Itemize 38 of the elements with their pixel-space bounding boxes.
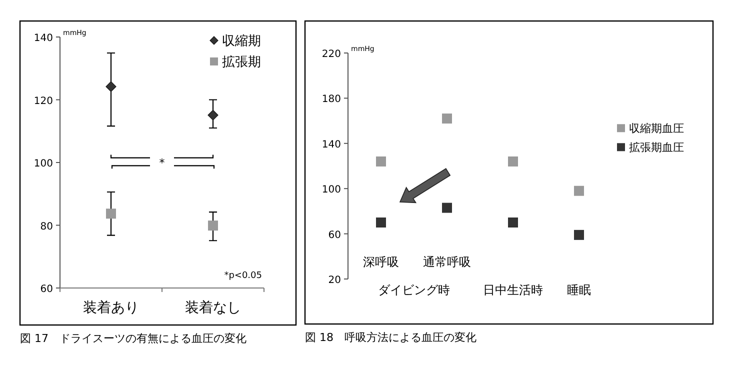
y-tick-label: 220 xyxy=(322,49,341,60)
y-tick-label: 140 xyxy=(322,139,341,150)
text: ダイビング時 xyxy=(378,283,450,297)
y-tick-label: 60 xyxy=(40,284,53,295)
y-tick-label: 180 xyxy=(322,94,341,106)
point xyxy=(106,81,116,92)
point xyxy=(376,156,386,166)
y-tick-label: 20 xyxy=(328,275,341,286)
point xyxy=(442,114,452,124)
point xyxy=(508,218,518,228)
x-tick-label: 睡眠 xyxy=(567,283,591,297)
annotation: * xyxy=(159,156,166,170)
point xyxy=(574,186,584,196)
point xyxy=(508,156,518,166)
y-tick-label: 100 xyxy=(322,184,341,196)
legend-label: 収縮期血圧 xyxy=(629,122,684,135)
text: 図 18 呼吸方法による血圧の変化 xyxy=(305,331,476,344)
legend-label: 収縮期 xyxy=(222,34,261,49)
point xyxy=(442,202,452,213)
legend-label: 拡張期血圧 xyxy=(629,141,684,154)
y-tick-label: 140 xyxy=(34,33,53,44)
annotation: *p<0.05 xyxy=(224,271,262,281)
y-tick-label: 100 xyxy=(34,158,53,170)
x-tick-label: 通常呼吸 xyxy=(423,255,471,269)
x-tick-label: 深呼吸 xyxy=(363,255,399,269)
point xyxy=(208,220,218,231)
legend-label: 拡張期 xyxy=(222,55,261,70)
y-tick-label: 60 xyxy=(328,230,341,241)
point xyxy=(106,208,116,219)
text: 図 17 ドライスーツの有無による血圧の変化 xyxy=(20,332,246,345)
x-tick-label: 装着あり xyxy=(83,300,139,316)
x-tick-label: 装着なし xyxy=(185,300,241,316)
y-tick-label: 80 xyxy=(40,221,53,232)
x-tick-label: 日中生活時 xyxy=(483,283,543,297)
point xyxy=(376,218,386,228)
point xyxy=(574,230,584,240)
point xyxy=(208,110,218,120)
y-tick-label: 120 xyxy=(34,96,53,107)
